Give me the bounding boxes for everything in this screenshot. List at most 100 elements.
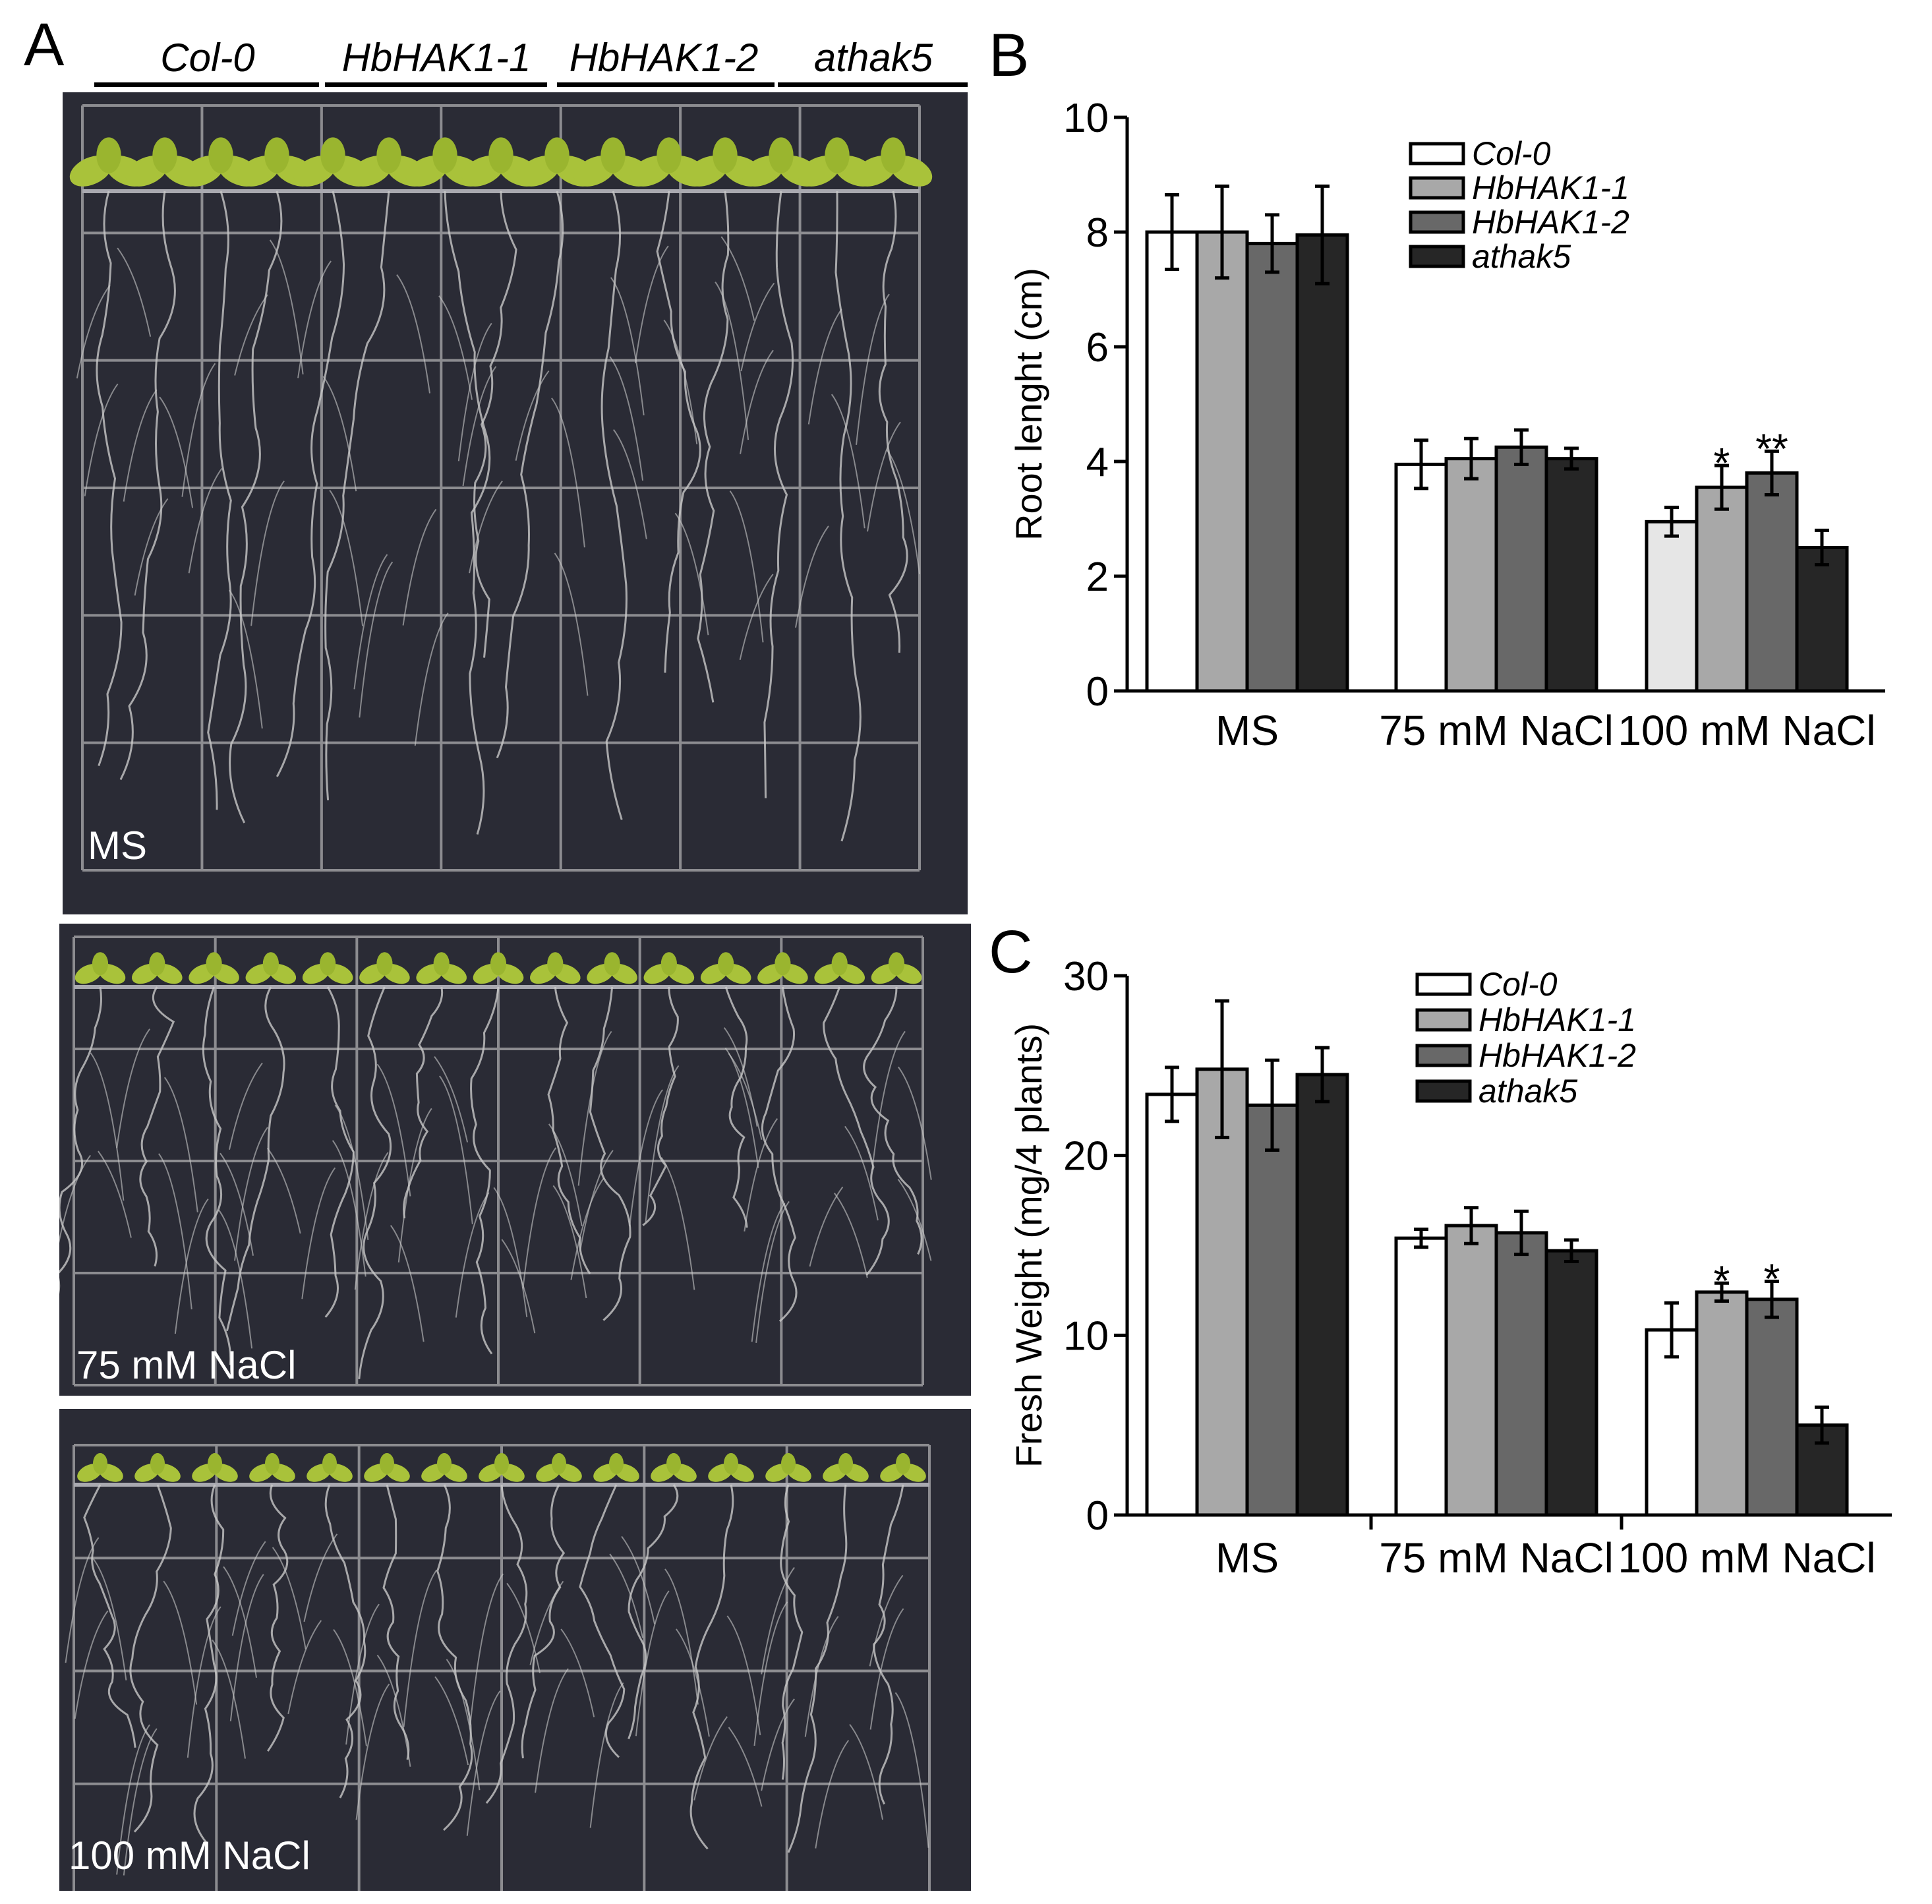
genotype-underline-hbhak1-2 bbox=[557, 82, 775, 87]
legend-label-hbhak1-1: HbHAK1-1 bbox=[1472, 169, 1629, 206]
seedling-root bbox=[834, 191, 862, 842]
seedling-lateral-root bbox=[674, 512, 709, 636]
seedling-leaf bbox=[262, 952, 279, 976]
significance-marker: * bbox=[1714, 439, 1730, 487]
seedling-lateral-root bbox=[354, 1152, 389, 1290]
seedling-root bbox=[787, 1484, 848, 1853]
seedling-lateral-root bbox=[163, 1077, 198, 1212]
seedling-leaf bbox=[152, 137, 177, 173]
seedling-lateral-root bbox=[301, 1167, 336, 1299]
seedling-lateral-root bbox=[751, 1203, 786, 1342]
seedling-leaf bbox=[380, 1453, 394, 1474]
seedling-leaf bbox=[604, 952, 620, 976]
genotype-label-hbhak1-2: HbHAK1-2 bbox=[569, 36, 759, 80]
bar-hbhak1-2-ms bbox=[1245, 241, 1299, 693]
seedling-root bbox=[496, 191, 564, 759]
seedling-lateral-root bbox=[266, 1147, 301, 1234]
seedling-root bbox=[656, 191, 701, 673]
legend-swatch-hbhak1-2 bbox=[1415, 1044, 1472, 1067]
seedling-lateral-root bbox=[807, 309, 842, 425]
seedling-lateral-root bbox=[554, 552, 589, 696]
bar-hbhak1-2-100-mm-nacl bbox=[1745, 1297, 1799, 1517]
seedling-lateral-root bbox=[506, 1582, 541, 1673]
panel-c-letter: C bbox=[989, 918, 1033, 986]
seedling-lateral-root bbox=[871, 1030, 906, 1171]
seedling-lateral-root bbox=[522, 1147, 557, 1289]
y-tick-label: 6 bbox=[1086, 325, 1109, 371]
bar-hbhak1-1-100-mm-nacl bbox=[1695, 485, 1749, 693]
seedling-root bbox=[119, 191, 176, 781]
seedling-lateral-root bbox=[116, 1724, 150, 1875]
legend-label-hbhak1-2: HbHAK1-2 bbox=[1472, 204, 1629, 241]
seedling-root bbox=[589, 986, 631, 1321]
seedling-lateral-root bbox=[303, 1533, 338, 1622]
seedling-leaf bbox=[92, 952, 109, 976]
seedling-leaf bbox=[888, 952, 905, 976]
seedling-leaf bbox=[825, 137, 850, 173]
seedling-lateral-root bbox=[116, 1028, 150, 1148]
seedling-lateral-root bbox=[589, 1682, 624, 1828]
bar-hbhak1-1-ms bbox=[1195, 230, 1249, 693]
bar-col-0-75-mm-nacl bbox=[1394, 462, 1448, 693]
seedling-lateral-root bbox=[269, 239, 304, 374]
seedling-root bbox=[470, 986, 500, 1355]
legend-label-athak5: athak5 bbox=[1478, 1073, 1577, 1110]
seedling-root bbox=[689, 1484, 734, 1850]
seedling-lateral-root bbox=[831, 394, 865, 529]
seedling-lateral-root bbox=[815, 1740, 850, 1849]
seedling-leaf bbox=[831, 952, 848, 976]
seedling-lateral-root bbox=[272, 1547, 307, 1650]
x-category-label-75-mm-nacl: 75 mM NaCl bbox=[1379, 707, 1614, 754]
seedling-leaf bbox=[547, 952, 564, 976]
bar-col-0-100-mm-nacl bbox=[1645, 1328, 1699, 1517]
genotype-label-col0: Col-0 bbox=[160, 36, 255, 80]
seedling-leaf bbox=[724, 1453, 738, 1474]
seedling-leaf bbox=[660, 952, 677, 976]
y-tick-label: 4 bbox=[1086, 440, 1109, 485]
seedling-leaf bbox=[433, 952, 450, 976]
bar-athak5-75-mm-nacl bbox=[1544, 457, 1598, 693]
legend-label-athak5: athak5 bbox=[1472, 238, 1571, 275]
seedling-leaf bbox=[896, 1453, 910, 1474]
seedling-leaf bbox=[666, 1453, 681, 1474]
plate-ms: MS bbox=[63, 92, 968, 914]
seedling-lateral-root bbox=[469, 480, 503, 574]
seedling-lateral-root bbox=[610, 277, 645, 416]
seedling-lateral-root bbox=[739, 574, 774, 660]
plate-label-100mm: 100 mM NaCl bbox=[69, 1833, 310, 1878]
seedling-root bbox=[579, 1484, 626, 1758]
seedling-leaf bbox=[149, 952, 165, 976]
seedling-root bbox=[276, 191, 345, 777]
seedling-lateral-root bbox=[515, 370, 550, 461]
fresh-weight-chart: 0 10 20 30 Fresh Weight (mg/4 plants) * * MS 75 … bbox=[989, 954, 1932, 1622]
seedling-lateral-root bbox=[457, 322, 492, 461]
bar-hbhak1-1-75-mm-nacl bbox=[1444, 457, 1498, 693]
seedling-lateral-root bbox=[501, 1239, 536, 1334]
seedling-lateral-root bbox=[676, 1628, 710, 1737]
seedling-lateral-root bbox=[439, 1075, 473, 1225]
seedling-lateral-root bbox=[434, 1676, 469, 1766]
seedling-lateral-root bbox=[529, 1580, 564, 1665]
seedling-lateral-root bbox=[869, 1608, 904, 1730]
seedling-lateral-root bbox=[212, 1639, 246, 1759]
seedling-lateral-root bbox=[609, 1553, 644, 1638]
seedling-lateral-root bbox=[329, 490, 364, 626]
seedling-leaf bbox=[264, 137, 289, 173]
seedling-leaf bbox=[320, 952, 336, 976]
seedling-lateral-root bbox=[809, 1186, 844, 1267]
seedling-root bbox=[436, 1484, 473, 1831]
plate-100mm-image bbox=[59, 1409, 971, 1891]
seedling-lateral-root bbox=[229, 1574, 264, 1721]
seedling-lateral-root bbox=[188, 467, 223, 574]
seedling-lateral-root bbox=[856, 293, 890, 445]
significance-marker: * bbox=[1764, 1255, 1780, 1303]
seedling-root bbox=[83, 1484, 136, 1748]
seedling-lateral-root bbox=[123, 389, 158, 502]
x-category-label-ms: MS bbox=[1215, 707, 1279, 754]
seedling-lateral-root bbox=[74, 1610, 109, 1719]
seedling-lateral-root bbox=[729, 491, 764, 643]
seedling-root bbox=[229, 191, 283, 823]
seedling-lateral-root bbox=[551, 398, 585, 548]
y-tick-label: 0 bbox=[1086, 1493, 1109, 1539]
seedling-root bbox=[780, 1484, 804, 1780]
